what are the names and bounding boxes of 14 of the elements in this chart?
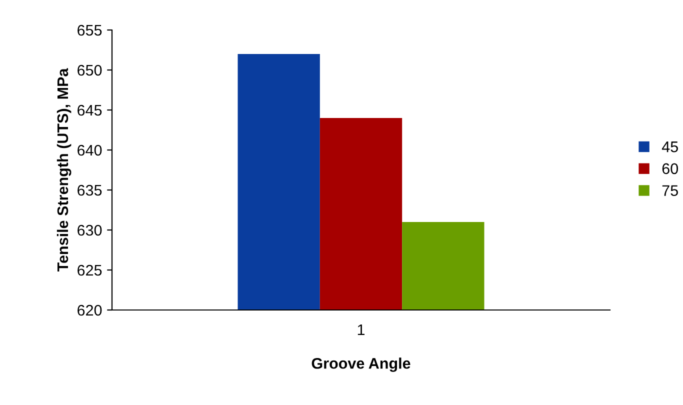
y-axis-title: Tensile Strength (UTS), MPa <box>56 68 72 272</box>
y-tick-label: 640 <box>78 144 102 156</box>
y-tick-label: 655 <box>78 24 102 36</box>
y-tick-label: 650 <box>78 64 102 76</box>
legend-label: 75 <box>662 185 678 196</box>
y-tick-label: 625 <box>78 264 102 276</box>
x-tick-label: 1 <box>358 324 365 335</box>
x-axis-title: Groove Angle <box>312 358 410 372</box>
y-tick-label: 620 <box>78 304 102 316</box>
legend-label: 45 <box>662 142 678 152</box>
y-tick-label: 630 <box>78 224 102 236</box>
legend-label: 60 <box>662 163 678 174</box>
y-tick-label: 645 <box>78 104 102 116</box>
y-tick-label: 635 <box>78 184 102 196</box>
